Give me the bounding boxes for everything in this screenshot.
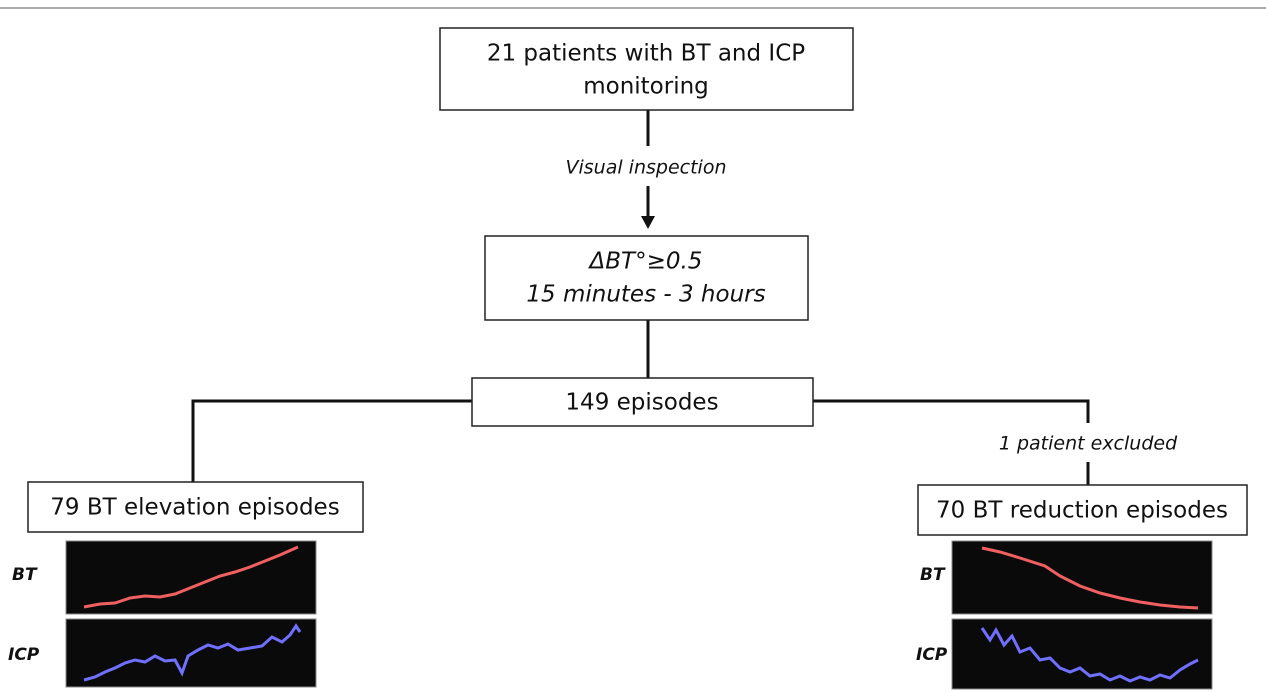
thumbnail — [951, 540, 1213, 615]
node-text: 70 BT reduction episodes — [936, 498, 1228, 524]
thumbnail — [65, 540, 317, 615]
node-text: 149 episodes — [565, 390, 718, 416]
node-box — [471, 377, 814, 427]
edge-label: 1 patient excluded — [999, 433, 1178, 455]
connector — [813, 399, 1090, 423]
panel-label: BT — [920, 565, 946, 585]
node-box — [27, 481, 364, 533]
thumbnail — [951, 618, 1213, 690]
panel-label: ICP — [8, 645, 40, 665]
node-text: monitoring — [583, 74, 709, 100]
node-box — [917, 484, 1248, 536]
bt-trace — [83, 545, 299, 609]
node-text: 21 patients with BT and ICP — [487, 41, 805, 67]
node-text: 79 BT elevation episodes — [50, 495, 339, 521]
node-box — [484, 235, 809, 321]
panel-label: ICP — [916, 645, 948, 665]
panel-label: BT — [12, 565, 38, 585]
node-box — [439, 27, 854, 111]
node-text: ΔBT°≥0.5 — [588, 249, 703, 275]
node-text: 15 minutes - 3 hours — [526, 282, 765, 308]
icp-trace — [980, 626, 1199, 683]
icp-trace — [83, 623, 302, 682]
arrowhead — [641, 216, 655, 229]
connectors — [191, 110, 1090, 485]
edge-label: Visual inspection — [566, 157, 727, 179]
connector — [191, 399, 472, 482]
bt-trace — [981, 546, 1199, 610]
